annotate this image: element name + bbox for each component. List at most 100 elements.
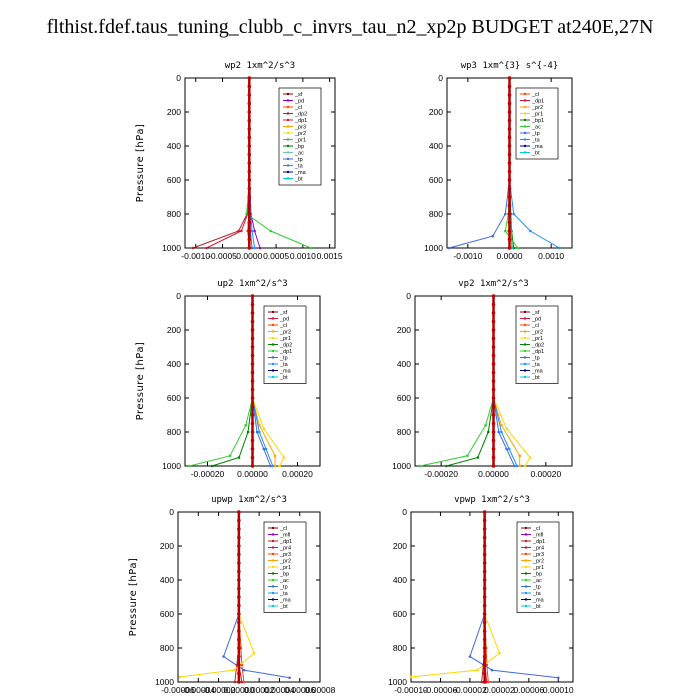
- series-line-tp: [493, 296, 515, 467]
- chart-panel-2: wp3 1xm^{3} s^{-4} 0 200 400 600 800 1000 -0.00…: [424, 61, 573, 261]
- legend-marker: [523, 125, 527, 128]
- data-point: [247, 229, 252, 233]
- legend-marker: [524, 585, 528, 588]
- y-tick-label: 800: [167, 209, 181, 219]
- data-point: [247, 135, 252, 140]
- data-point: [250, 370, 255, 375]
- legend-marker: [271, 323, 275, 327]
- legend-marker: [286, 177, 290, 180]
- data-point: [244, 423, 248, 427]
- data-point: [253, 229, 256, 233]
- legend-marker: [523, 369, 527, 372]
- data-point: [240, 229, 243, 233]
- legend-entry: _pr2: [532, 559, 544, 565]
- legend-entry: _tp: [532, 585, 541, 591]
- data-point: [518, 454, 521, 458]
- y-tick-label: 0: [176, 73, 181, 83]
- series-line-dp1: [189, 296, 253, 467]
- data-point: [250, 294, 255, 298]
- y-tick-label: 1000: [424, 243, 443, 253]
- data-point: [507, 144, 512, 148]
- data-point: [247, 84, 252, 89]
- legend-entry: _bt: [294, 177, 303, 183]
- data-point: [445, 464, 448, 468]
- legend-marker: [271, 572, 275, 575]
- data-point: [504, 229, 507, 233]
- data-point: [482, 535, 487, 540]
- chart-title: wp2 1xm^2/s^3: [225, 61, 295, 71]
- legend-entry: _dp1: [532, 539, 545, 545]
- legend-entry: _bt: [531, 375, 540, 381]
- data-point: [188, 464, 191, 468]
- data-point: [250, 353, 255, 358]
- legend-entry: _tp: [279, 585, 288, 591]
- x-tick-label: 0.0000: [497, 251, 523, 261]
- legend-marker: [271, 375, 275, 379]
- legend-box: [515, 87, 559, 160]
- data-point: [491, 353, 496, 358]
- legend-entry: _pr1: [531, 336, 543, 342]
- y-tick-label: 0: [169, 507, 174, 517]
- data-point: [271, 464, 275, 468]
- legend-entry: _tp: [531, 131, 540, 137]
- data-point: [529, 229, 532, 233]
- legend-marker: [286, 170, 290, 174]
- legend-entry: _mfl: [279, 533, 290, 539]
- legend-entry: _cl: [279, 526, 287, 532]
- data-point: [516, 246, 520, 250]
- legend-marker: [286, 151, 290, 154]
- data-point: [482, 671, 487, 676]
- series-line-ta: [493, 296, 518, 467]
- y-tick-label: 400: [160, 575, 174, 585]
- x-tick-label: 0.00020: [530, 469, 561, 479]
- data-point: [237, 620, 241, 625]
- data-point: [482, 527, 487, 531]
- data-point: [476, 668, 479, 672]
- data-point: [288, 676, 291, 680]
- legend-marker: [271, 552, 275, 556]
- data-point: [237, 510, 241, 514]
- y-tick-label: 400: [167, 359, 181, 369]
- y-axis-label: Pressure [hPa]: [135, 124, 146, 203]
- x-tick-label: 0.0015: [317, 251, 343, 261]
- data-point: [491, 430, 496, 434]
- x-tick-label: 0.00004: [264, 685, 295, 695]
- y-tick-label: 400: [393, 575, 407, 585]
- data-point: [482, 518, 487, 523]
- y-tick-label: 600: [167, 393, 181, 403]
- legend-entry: _ma: [279, 598, 292, 604]
- x-tick-label: 0.00010: [543, 685, 574, 695]
- x-tick-label: 0.0000: [236, 251, 262, 261]
- x-tick-label: -0.0010: [181, 251, 210, 261]
- legend-entry: _dp2: [531, 343, 544, 349]
- legend-marker: [271, 591, 275, 595]
- data-point: [558, 246, 561, 250]
- legend-marker: [524, 552, 528, 556]
- data-point: [507, 101, 512, 106]
- data-point: [237, 569, 241, 574]
- data-point: [482, 544, 487, 548]
- legend-entry: _ta: [279, 591, 289, 597]
- legend: _sf_pd_cl_dp2_dp1_pr3_pr2_pr1_bp_ac_tp_t…: [278, 87, 322, 186]
- legend-entry: _tp: [531, 356, 540, 362]
- legend: _cl_dp1_pr2_pr1_bp1_ac_tp_ta_ma_bt: [515, 87, 559, 160]
- data-point: [247, 152, 252, 157]
- data-point: [247, 169, 252, 174]
- data-point: [237, 680, 241, 684]
- data-point: [247, 144, 252, 148]
- y-tick-label: 600: [393, 609, 407, 619]
- data-point: [264, 447, 268, 451]
- data-point: [507, 169, 512, 174]
- data-point: [250, 396, 255, 400]
- legend-marker: [271, 546, 275, 549]
- data-point: [487, 680, 490, 684]
- legend-marker: [523, 310, 527, 314]
- data-point: [250, 336, 255, 341]
- data-point: [491, 302, 496, 307]
- data-point: [491, 464, 496, 468]
- x-tick-label: 0.00002: [244, 685, 275, 695]
- legend-marker: [271, 585, 275, 588]
- legend-entry: _dp1: [531, 99, 544, 105]
- data-point: [507, 110, 512, 114]
